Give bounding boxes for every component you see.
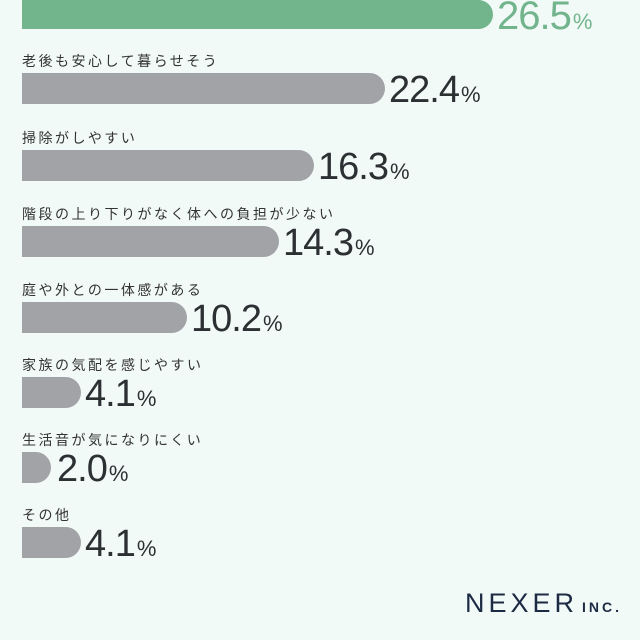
bar-value: 2.0% bbox=[57, 450, 128, 488]
percent-sign: % bbox=[460, 82, 481, 107]
bar-value: 22.4% bbox=[389, 71, 481, 109]
bar-value: 4.1% bbox=[85, 525, 156, 563]
bar bbox=[22, 226, 279, 257]
value-number: 16.3 bbox=[318, 146, 389, 188]
value-number: 4.1 bbox=[85, 523, 136, 565]
bar-highlight bbox=[22, 0, 493, 29]
bar-value: 26.5% bbox=[497, 0, 592, 36]
bar-value: 10.2% bbox=[191, 300, 283, 338]
percent-sign: % bbox=[572, 9, 593, 34]
percent-sign: % bbox=[108, 461, 129, 486]
percent-sign: % bbox=[136, 536, 157, 561]
value-number: 22.4 bbox=[389, 69, 460, 111]
value-number: 14.3 bbox=[283, 222, 354, 264]
bar-label: 老後も安心して暮らせそう bbox=[22, 54, 220, 70]
bar-value: 14.3% bbox=[283, 224, 375, 262]
bar bbox=[22, 527, 81, 558]
value-number: 26.5 bbox=[497, 0, 572, 38]
bar-label: 庭や外との一体感がある bbox=[22, 283, 204, 299]
logo-suffix: INC. bbox=[582, 599, 623, 615]
percent-sign: % bbox=[262, 311, 283, 336]
percent-sign: % bbox=[136, 386, 157, 411]
bar bbox=[22, 377, 81, 408]
bar-label: 階段の上り下りがなく体への負担が少ない bbox=[22, 207, 336, 223]
nexer-logo: NEXER INC. bbox=[465, 588, 622, 619]
bar-value: 4.1% bbox=[85, 375, 156, 413]
bar-label: 掃除がしやすい bbox=[22, 131, 138, 147]
bar-label: 生活音が気になりにくい bbox=[22, 433, 204, 449]
bar-value: 16.3% bbox=[318, 148, 410, 186]
percent-sign: % bbox=[389, 159, 410, 184]
logo-name: NEXER bbox=[465, 588, 579, 618]
value-number: 2.0 bbox=[57, 448, 108, 490]
value-number: 4.1 bbox=[85, 373, 136, 415]
bar bbox=[22, 452, 51, 483]
percent-sign: % bbox=[354, 235, 375, 260]
bar-label: その他 bbox=[22, 508, 72, 524]
bar bbox=[22, 302, 187, 333]
bar-label: 家族の気配を感じやすい bbox=[22, 358, 204, 374]
bar bbox=[22, 73, 385, 104]
value-number: 10.2 bbox=[191, 298, 262, 340]
bar bbox=[22, 150, 314, 181]
